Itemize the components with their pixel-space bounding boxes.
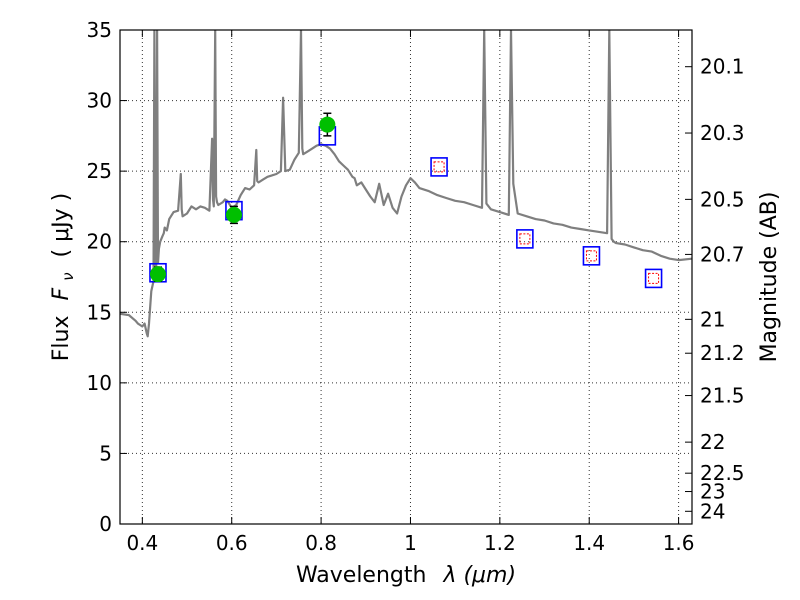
y-tick-label: 5 bbox=[99, 441, 112, 465]
model-photometry-square bbox=[430, 157, 448, 177]
model-photometry-square bbox=[644, 268, 663, 289]
model-photometry-square bbox=[516, 229, 534, 249]
plot-frame bbox=[119, 29, 693, 525]
y2-axis-label: Magnitude (AB) bbox=[757, 192, 782, 363]
grid-layer bbox=[120, 29, 692, 525]
model-photometry-red-square bbox=[648, 272, 660, 284]
model-photometry-red-square bbox=[585, 250, 597, 262]
mag-tick-label: 20.7 bbox=[700, 242, 745, 266]
y-axis-label-text: Flux bbox=[49, 315, 74, 361]
mag-tick-label: 22 bbox=[700, 430, 725, 454]
mag-tick-label: 21.5 bbox=[700, 384, 745, 408]
marker-layer bbox=[149, 112, 663, 289]
y-tick-label: 10 bbox=[87, 371, 112, 395]
x-axis-label-symbol: λ (μm) bbox=[442, 563, 516, 588]
series-layer bbox=[120, 30, 692, 338]
observed-point bbox=[225, 206, 242, 223]
mag-tick-label: 20.1 bbox=[700, 55, 745, 79]
y-tick-label: 30 bbox=[87, 89, 112, 113]
x-tick-label: 1.6 bbox=[663, 531, 695, 555]
y-tick-label: 15 bbox=[87, 300, 112, 324]
x-tick-label: 1.2 bbox=[484, 531, 516, 555]
x-axis-label: Wavelength λ (μm) bbox=[296, 563, 516, 588]
x-tick-label: 1 bbox=[404, 531, 417, 555]
y-axis-label-unit: ( μJy ) bbox=[49, 193, 74, 258]
mag-tick-label: 20.3 bbox=[700, 121, 745, 145]
x-tick-label: 0.4 bbox=[126, 531, 158, 555]
y-tick-label: 20 bbox=[87, 230, 112, 254]
mag-tick-label: 22.5 bbox=[700, 461, 745, 485]
y-tick-label: 25 bbox=[87, 159, 112, 183]
model-photometry-square bbox=[582, 246, 601, 266]
mag-tick-label: 24 bbox=[700, 499, 725, 523]
mag-tick-label: 20.5 bbox=[700, 187, 745, 211]
x-tick-label: 0.6 bbox=[216, 531, 248, 555]
sed-line bbox=[120, 30, 692, 338]
model-photometry-red-square bbox=[433, 161, 445, 173]
observed-point bbox=[319, 116, 336, 133]
y-tick-label: 35 bbox=[87, 18, 112, 42]
observed-point bbox=[149, 266, 166, 283]
mag-tick-label: 21.2 bbox=[700, 341, 745, 365]
x-tick-label: 1.4 bbox=[573, 531, 605, 555]
y-axis-label: Flux F ν ( μJy ) bbox=[49, 193, 79, 361]
x-axis-label-text: Wavelength bbox=[296, 563, 427, 588]
y-axis-label-subscript: ν bbox=[59, 272, 77, 280]
tick-layer: 0.4 0.6 0.8 1 1.2 1.4 1.6 0 5 10 15 20 25 30 35 20.1 20.… bbox=[87, 18, 745, 555]
mag-tick-label: 23 bbox=[700, 480, 725, 504]
y-tick-label: 0 bbox=[99, 512, 112, 536]
y-axis-label-symbol: F bbox=[49, 287, 74, 300]
model-photometry-red-square bbox=[519, 233, 531, 245]
mag-tick-label: 21 bbox=[700, 307, 725, 331]
x-tick-label: 0.8 bbox=[305, 531, 337, 555]
